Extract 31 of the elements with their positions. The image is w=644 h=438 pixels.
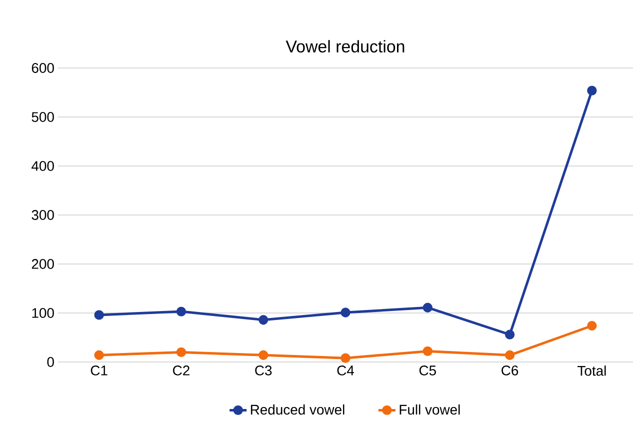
y-tick-label: 200: [32, 259, 54, 269]
y-tick-label: 300: [32, 210, 54, 220]
y-tick-label: 500: [32, 112, 54, 122]
point: [422, 346, 432, 356]
legend-label: Full vowel: [400, 404, 460, 415]
point: [340, 308, 350, 318]
point: [340, 353, 350, 363]
x-tick-label: C2: [173, 366, 190, 376]
x-tick-label: C4: [337, 366, 354, 376]
y-tick-label: 600: [32, 63, 54, 73]
y-tick-label: 400: [32, 161, 54, 171]
point: [258, 315, 268, 325]
x-tick-label: C6: [502, 366, 518, 376]
point: [176, 347, 186, 358]
point: [94, 350, 104, 360]
point: [504, 350, 515, 360]
point: [587, 86, 597, 96]
y-tick-label: 0: [47, 357, 54, 367]
point: [422, 302, 432, 312]
x-tick-label: C5: [419, 366, 436, 376]
point: [176, 306, 186, 316]
point: [504, 330, 515, 340]
point: [587, 320, 597, 331]
point: [94, 310, 104, 320]
x-tick-label: C3: [255, 366, 272, 376]
x-tick-label: C1: [90, 366, 108, 376]
y-tick-label: 100: [32, 308, 54, 318]
point: [258, 350, 268, 360]
x-tick-label: Total: [578, 366, 606, 376]
legend-label: Reduced vowel: [250, 404, 344, 415]
chart-title: Vowel reduction: [286, 40, 404, 53]
